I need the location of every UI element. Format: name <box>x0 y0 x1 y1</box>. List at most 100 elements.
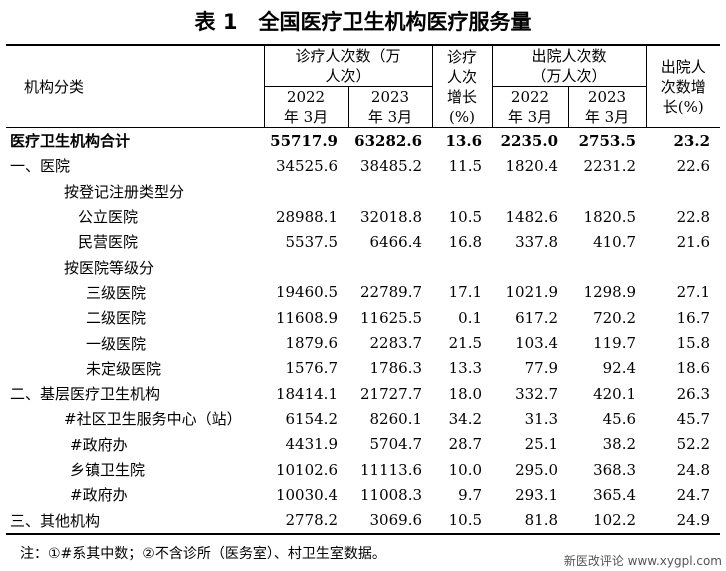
cell-visits-2022: 6154.2 <box>285 409 339 428</box>
cell-visits-2023: 1786.3 <box>369 359 423 378</box>
footnote: 注：①#系其中数；②不含诊所（医务室）、村卫生室数据。 <box>20 546 386 562</box>
cell-visits-growth: 17.1 <box>448 283 483 302</box>
table-row: 二、基层医疗卫生机构 18414.1 21727.7 18.0 332.7 42… <box>6 381 720 406</box>
cell-visits-2022: 34525.6 <box>275 156 338 175</box>
cell-visits-2023: 38485.2 <box>359 156 423 175</box>
discharges-header: 出院人次数（万人次） <box>491 44 647 87</box>
table-title: 表 1 全国医疗卫生机构医疗服务量 <box>194 10 532 34</box>
discharges-2022-header: 2022 年 3月 <box>491 86 569 128</box>
table-row: 民营医院 5537.5 6466.4 16.8 337.8 410.7 21.6 <box>6 229 720 254</box>
cell-discharges-growth: 18.6 <box>676 359 711 378</box>
cell-discharges-2023: 410.7 <box>593 232 637 251</box>
cell-visits-2022: 28988.1 <box>275 207 338 226</box>
cell-visits-growth: 10.0 <box>448 460 483 479</box>
cell-discharges-2022: 2235.0 <box>492 127 569 154</box>
table-row: 一、医院 34525.6 38485.2 11.5 1820.4 2231.2 … <box>6 153 720 178</box>
cell-discharges-growth: 22.6 <box>676 156 711 175</box>
cell-visits-growth: 18.0 <box>448 384 483 403</box>
cell-visits-growth: 16.8 <box>448 232 483 251</box>
cell-visits-growth: 34.2 <box>448 409 483 428</box>
cell-visits-2022: 2778.2 <box>264 507 348 535</box>
row-label: 公立医院 <box>78 208 139 227</box>
cell-discharges-growth: 52.2 <box>676 435 711 454</box>
cell-discharges-2023: 2231.2 <box>583 156 637 175</box>
row-label: #社区卫生服务中心（站） <box>64 410 242 429</box>
cell-visits-2023: 21727.7 <box>359 384 423 403</box>
row-label: 乡镇卫生院 <box>70 461 146 479</box>
category-header: 机构分类 <box>6 44 264 128</box>
cell-discharges-2022: 25.1 <box>524 435 559 454</box>
row-label: 按医院等级分 <box>64 258 155 277</box>
row-label: 民营医院 <box>78 233 139 252</box>
cell-visits-2022: 1879.6 <box>285 334 339 353</box>
cell-discharges-2022: 77.9 <box>524 359 559 378</box>
row-label: 二级医院 <box>86 309 147 328</box>
row-label: #政府办 <box>70 486 128 505</box>
cell-visits-growth: 28.7 <box>448 435 483 454</box>
discharges-2023-header: 2023 年 3月 <box>567 86 647 128</box>
table-row: 乡镇卫生院 10102.6 11113.6 10.0 295.0 368.3 2… <box>6 457 720 482</box>
cell-visits-2022: 10102.6 <box>275 460 338 479</box>
cell-discharges-2022: 617.2 <box>515 308 559 327</box>
cell-discharges-2022: 103.4 <box>515 334 559 353</box>
cell-discharges-2022: 1021.9 <box>505 283 559 302</box>
cell-visits-2023: 63282.6 <box>348 127 433 154</box>
cell-discharges-2023: 119.7 <box>593 334 637 353</box>
cell-visits-2023: 11008.3 <box>359 485 423 504</box>
cell-visits-2023: 6466.4 <box>369 232 423 251</box>
cell-visits-2023: 3069.6 <box>348 507 433 535</box>
cell-visits-growth: 10.5 <box>432 507 493 535</box>
cell-visits-2023: 11113.6 <box>359 460 423 479</box>
table-row: 未定级医院 1576.7 1786.3 13.3 77.9 92.4 18.6 <box>6 356 720 381</box>
watermark: 新医改评论 www.xygpl.com <box>563 554 722 568</box>
cell-discharges-growth: 45.7 <box>676 409 711 428</box>
cell-visits-2022: 4431.9 <box>285 435 339 454</box>
row-label: 医疗卫生机构合计 <box>6 127 264 154</box>
cell-visits-growth: 21.5 <box>448 334 483 353</box>
row-label: 一、医院 <box>10 157 71 176</box>
table-body: 医疗卫生机构合计 55717.9 63282.6 13.6 2235.0 275… <box>6 127 721 535</box>
cell-discharges-2023: 720.2 <box>593 308 637 327</box>
cell-discharges-2023: 365.4 <box>593 485 637 504</box>
cell-visits-growth: 13.6 <box>432 127 493 154</box>
cell-discharges-2023 <box>568 254 646 279</box>
cell-visits-growth: 10.5 <box>448 207 483 226</box>
cell-discharges-2023: 420.1 <box>593 384 637 403</box>
cell-discharges-2022: 293.1 <box>515 485 559 504</box>
visits-header: 诊疗人次数（万人次） <box>263 44 433 87</box>
table-row: 公立医院 28988.1 32018.8 10.5 1482.6 1820.5 … <box>6 204 720 229</box>
cell-discharges-growth: 15.8 <box>676 334 711 353</box>
row-label: 未定级医院 <box>86 359 162 378</box>
cell-visits-growth: 11.5 <box>448 156 483 175</box>
cell-discharges-growth: 24.7 <box>676 485 711 504</box>
table-row: 按登记注册类型分 <box>6 179 720 204</box>
cell-visits-2023 <box>348 179 432 204</box>
cell-discharges-growth: 21.6 <box>676 232 711 251</box>
cell-visits-2023: 32018.8 <box>359 207 423 226</box>
cell-discharges-2022: 1820.4 <box>505 156 559 175</box>
table-row: #政府办 4431.9 5704.7 28.7 25.1 38.2 52.2 <box>6 432 720 457</box>
cell-discharges-2023: 92.4 <box>602 359 637 378</box>
visits-2022-header: 2022 年 3月 <box>263 86 348 128</box>
table-row: 三、其他机构 2778.2 3069.6 10.5 81.8 102.2 24.… <box>6 507 721 535</box>
table-row: 按医院等级分 <box>6 254 720 279</box>
row-label: 二、基层医疗卫生机构 <box>10 385 161 404</box>
cell-discharges-2023: 102.2 <box>568 507 647 535</box>
table-row: 三级医院 19460.5 22789.7 17.1 1021.9 1298.9 … <box>6 280 720 305</box>
visits-growth-header: 诊疗人次增长(%) <box>431 44 493 128</box>
cell-discharges-growth <box>646 254 720 279</box>
discharges-growth-header: 出院人次数增长(%) <box>645 44 721 128</box>
cell-discharges-growth: 24.8 <box>676 460 711 479</box>
cell-discharges-growth <box>646 179 720 204</box>
cell-visits-2022: 1576.7 <box>285 359 339 378</box>
cell-discharges-growth: 22.8 <box>676 207 711 226</box>
cell-visits-growth: 0.1 <box>458 308 483 327</box>
cell-discharges-2023: 2753.5 <box>568 127 647 154</box>
cell-discharges-2023: 1820.5 <box>583 207 637 226</box>
cell-discharges-growth: 27.1 <box>676 283 711 302</box>
cell-visits-2022: 5537.5 <box>285 232 339 251</box>
visits-2023-header: 2023 年 3月 <box>347 86 433 128</box>
cell-discharges-2022: 31.3 <box>524 409 559 428</box>
row-label: 三级医院 <box>86 283 147 302</box>
cell-discharges-2022: 295.0 <box>515 460 559 479</box>
